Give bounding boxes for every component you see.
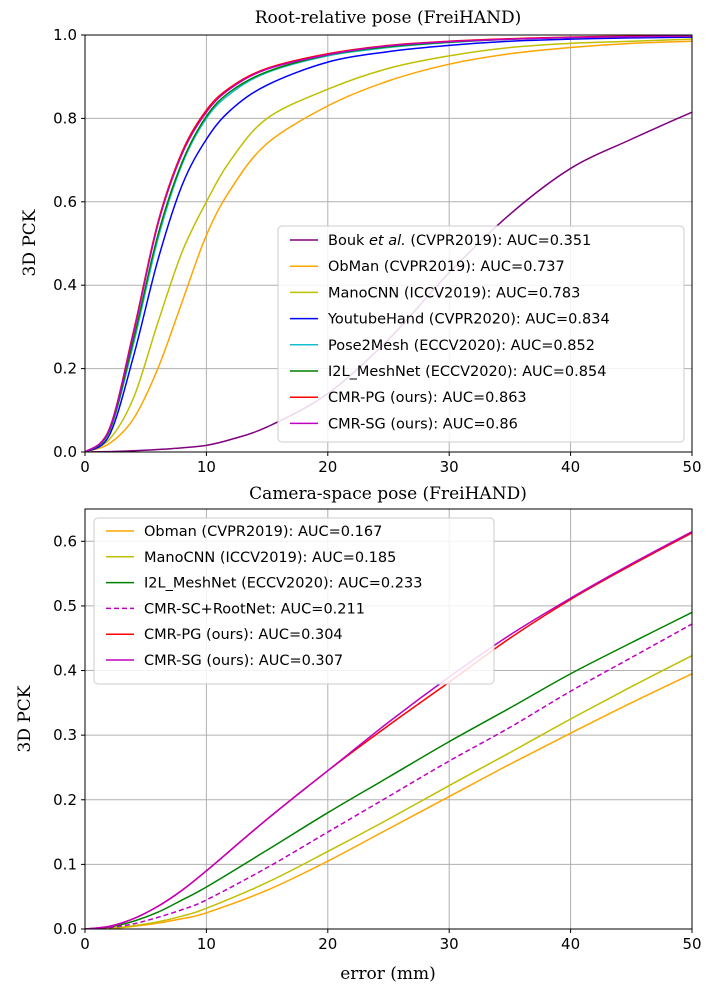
x-tick-label: 10 [197,458,216,476]
legend-label: CMR-SG (ours): AUC=0.86 [328,416,518,432]
legend-box [93,517,495,685]
y-tick-label: 0.2 [53,360,77,378]
chart-title: Root-relative pose (FreiHAND) [255,8,522,28]
legend-label: CMR-PG (ours): AUC=0.304 [144,627,343,643]
series-line [85,35,692,452]
y-tick-label: 0.5 [53,597,77,615]
x-tick-label: 40 [561,935,580,953]
x-tick-label: 30 [440,935,459,953]
legend-label: ManoCNN (ICCV2019): AUC=0.185 [144,550,396,566]
y-tick-label: 0.1 [53,855,77,873]
legend-label: I2L_MeshNet (ECCV2020): AUC=0.854 [328,364,606,380]
series-line [85,38,692,452]
legend-box [277,225,685,443]
legend-label: Pose2Mesh (ECCV2020): AUC=0.852 [328,338,595,354]
x-tick-label: 30 [440,458,459,476]
legend: Bouk et al. (CVPR2019): AUC=0.351 ObMan (… [277,225,685,443]
chart-root-relative: 0 10 20 30 40 50 0.0 0.2 0.4 0.6 0.8 1.0 Root-relat… [20,8,702,476]
x-tick-label: 20 [318,935,337,953]
y-tick-label: 0.4 [53,276,77,294]
series-line [85,611,692,929]
legend-label: CMR-PG (ours): AUC=0.863 [328,390,527,406]
x-axis-label: error (mm) [340,964,436,984]
legend-label: Bouk et al. (CVPR2019): AUC=0.351 [328,233,591,249]
legend-label: CMR-SG (ours): AUC=0.307 [144,653,343,669]
chart-title: Camera-space pose (FreiHAND) [249,484,527,504]
chart-camera-space: 0 10 20 30 40 50 0.0 0.1 0.2 0.3 0.4 0.5 0.6 Camera-… [15,484,702,984]
y-tick-label: 0.4 [53,662,77,680]
ticks: 0 10 20 30 40 50 0.0 0.2 0.4 0.6 0.8 1.0 [53,26,701,476]
y-tick-label: 1.0 [53,26,77,44]
series-line [85,36,692,452]
x-tick-label: 50 [682,935,701,953]
x-tick-label: 50 [682,458,701,476]
legend-label: YoutubeHand (CVPR2020): AUC=0.834 [327,312,610,328]
legend-label: Obman (CVPR2019): AUC=0.167 [144,524,382,540]
x-tick-label: 0 [80,458,90,476]
y-tick-label: 0.0 [53,443,77,461]
y-tick-label: 0.0 [53,920,77,938]
plot-frame [84,34,693,453]
legend-label: CMR-SC+RootNet: AUC=0.211 [144,601,365,617]
y-tick-label: 0.6 [53,193,77,211]
y-tick-label: 0.3 [53,726,77,744]
legend-label: ManoCNN (ICCV2019): AUC=0.783 [328,285,580,301]
legend-label: ObMan (CVPR2019): AUC=0.737 [328,259,565,275]
x-tick-label: 20 [318,458,337,476]
x-tick-label: 10 [197,935,216,953]
y-axis-label: 3D PCK [20,209,40,276]
plot-frame [84,508,693,930]
series-line [85,673,692,929]
y-tick-label: 0.6 [53,532,77,550]
y-tick-label: 0.2 [53,791,77,809]
legend: Obman (CVPR2019): AUC=0.167 ManoCNN (ICCV… [93,517,495,685]
y-axis-label: 3D PCK [15,685,35,752]
x-tick-label: 0 [80,935,90,953]
series-lines [85,530,692,929]
x-tick-label: 40 [561,458,580,476]
series-line [85,623,692,929]
y-tick-label: 0.8 [53,109,77,127]
series-line [85,655,692,929]
series-line [85,40,692,452]
ticks: 0 10 20 30 40 50 0.0 0.1 0.2 0.3 0.4 0.5 0.6 [53,532,701,953]
series-line [85,530,692,929]
legend-label: I2L_MeshNet (ECCV2020): AUC=0.233 [144,576,422,592]
